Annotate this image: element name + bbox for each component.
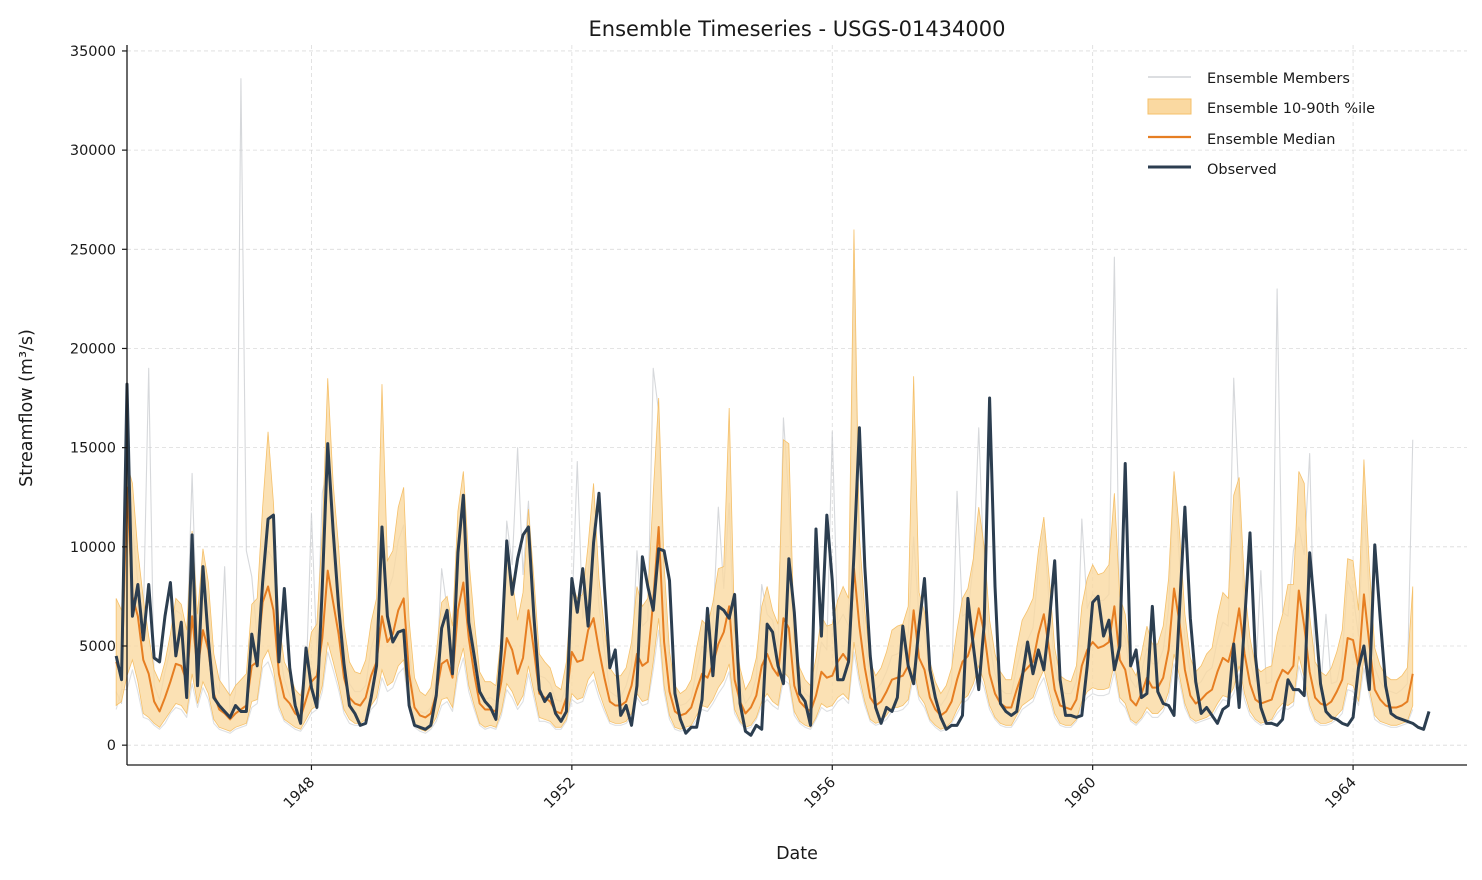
legend-label-members: Ensemble Members — [1207, 71, 1350, 87]
chart-title: Ensemble Timeseries - USGS-01434000 — [589, 17, 1006, 41]
ensemble-10-90-band — [115, 229, 1414, 732]
legend-label-observed: Observed — [1207, 162, 1277, 178]
chart-legend: Ensemble Members Ensemble 10-90th %ile E… — [1147, 71, 1375, 178]
observed-line — [114, 382, 1431, 737]
y-axis-title: Streamflow (m³/s) — [17, 329, 37, 487]
legend-label-band: Ensemble 10-90th %ile — [1207, 101, 1375, 117]
y-tick-label-0: 0 — [107, 738, 116, 754]
y-tick-label-35000: 35000 — [70, 44, 116, 60]
y-tick-label-10000: 10000 — [70, 540, 116, 556]
y-tick-label-20000: 20000 — [70, 341, 116, 357]
y-tick-label-30000: 30000 — [70, 143, 116, 159]
y-tick-label-25000: 25000 — [70, 242, 116, 258]
y-tick-label-15000: 15000 — [70, 441, 116, 457]
y-tick-label-5000: 5000 — [79, 639, 116, 655]
y-ticks: 0 5000 10000 15000 20000 25000 30000 35000 — [70, 44, 127, 754]
x-axis-title: Date — [776, 844, 818, 864]
legend-swatch-band — [1147, 98, 1192, 115]
axes — [126, 45, 1467, 766]
legend-label-median: Ensemble Median — [1207, 132, 1335, 148]
